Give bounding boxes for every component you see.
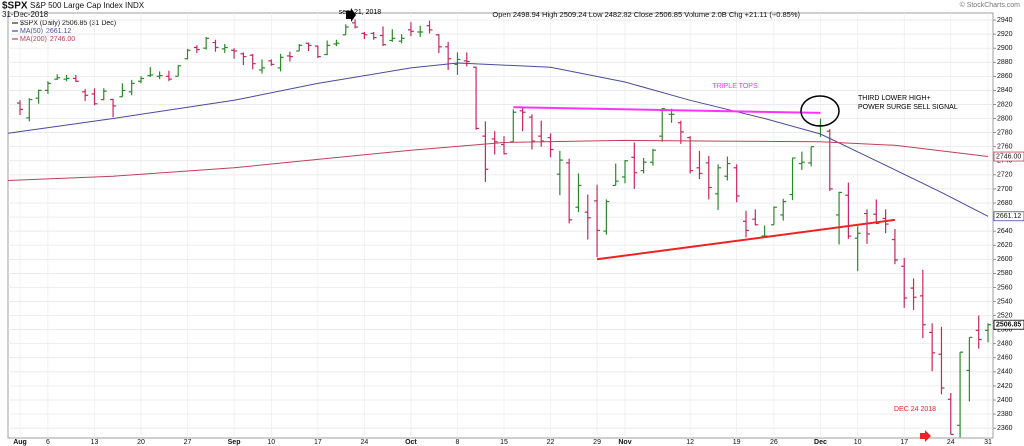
x-tick-label: 27 — [184, 439, 192, 446]
annotation: POWER SURGE SELL SIGNAL — [858, 104, 958, 111]
ma-line — [7, 139, 989, 181]
value-box-label: 2661.12 — [996, 213, 1021, 220]
annotation: THIRD LOWER HIGH+ — [858, 95, 931, 102]
legend-entry: MA(50) 2661.12 — [20, 28, 71, 35]
plot-frame — [7, 12, 994, 439]
annotation: DEC 24 2018 — [894, 406, 936, 413]
trendline — [513, 106, 821, 114]
x-tick-label: 8 — [456, 439, 460, 446]
value-box — [993, 211, 1024, 222]
y-tick-label: 2480 — [997, 341, 1013, 348]
chart-title: S&P 500 Large Cap Index INDX — [30, 1, 145, 10]
legend-name: MA(200) — [20, 36, 47, 43]
y-tick-label: 2560 — [997, 284, 1013, 291]
arrow — [920, 430, 931, 442]
y-tick-label: 2940 — [997, 17, 1013, 24]
y-tick-label: 2880 — [997, 59, 1013, 66]
x-tick-label: 15 — [500, 439, 508, 446]
legend-entry: MA(200) 2746.00 — [20, 36, 75, 43]
legend-entry: $SPX (Daily) 2506.85 (31 Dec) — [20, 20, 116, 27]
x-tick-label: 10 — [267, 439, 275, 446]
annotation: sept 21, 2018 — [339, 9, 382, 16]
ma-line — [7, 62, 989, 217]
x-tick-label: 12 — [686, 439, 694, 446]
y-tick-label: 2680 — [997, 200, 1013, 207]
y-tick-label: 2760 — [997, 144, 1013, 151]
value-box-label: 2506.85 — [996, 322, 1021, 329]
legend-value: 2746.00 — [50, 36, 75, 43]
y-tick-label: 2580 — [997, 270, 1013, 277]
y-tick-label: 2720 — [997, 172, 1013, 179]
y-tick-label: 2640 — [997, 228, 1013, 235]
x-tick-label: 29 — [593, 439, 601, 446]
value-box-label: 2746.00 — [996, 153, 1021, 160]
y-tick-label: 2800 — [997, 115, 1013, 122]
y-tick-label: 2780 — [997, 129, 1013, 136]
x-tick-label: 17 — [900, 439, 908, 446]
x-tick-label: 13 — [91, 439, 99, 446]
x-tick-label: Sep — [228, 439, 241, 446]
x-tick-label: 17 — [314, 439, 322, 446]
x-tick-label: Dec — [814, 439, 827, 446]
x-tick-label: 26 — [770, 439, 778, 446]
chart-date: 31-Dec-2018 — [2, 10, 49, 19]
y-tick-label: 2840 — [997, 87, 1013, 94]
value-box — [993, 319, 1024, 330]
overlay: sept 21, 2018 TRIPLE TOPS THIRD LOWER HIGH… — [7, 9, 989, 413]
x-tick-label: 31 — [984, 439, 992, 446]
x-tick-label: 20 — [137, 439, 145, 446]
y-tick-label: 2600 — [997, 256, 1013, 263]
y-tick-label: 2860 — [997, 73, 1013, 80]
symbol: $SPX — [2, 1, 28, 12]
x-tick-label: 24 — [947, 439, 955, 446]
y-tick-label: 2700 — [997, 186, 1013, 193]
quote: Open 2498.94 High 2509.24 Low 2482.82 Cl… — [492, 10, 800, 19]
x-tick-label: 19 — [733, 439, 741, 446]
bars — [17, 19, 991, 438]
y-tick-label: 2380 — [997, 411, 1013, 418]
annotation: TRIPLE TOPS — [712, 83, 758, 90]
y-tick-label: 2920 — [997, 31, 1013, 38]
value-box — [993, 151, 1024, 162]
y-tick-label: 2460 — [997, 355, 1013, 362]
credit: © StockCharts.com — [960, 1, 1021, 9]
x-tick-label: Oct — [405, 439, 417, 446]
y-tick-label: 2620 — [997, 242, 1013, 249]
legend-name: MA(50) — [20, 28, 43, 35]
highlight-circle — [800, 95, 840, 127]
y-tick-label: 2820 — [997, 101, 1013, 108]
trendline — [596, 218, 896, 261]
x-tick-label: 24 — [360, 439, 368, 446]
y-tick-label: 2520 — [997, 312, 1013, 319]
y-tick-label: 2420 — [997, 383, 1013, 390]
y-tick-label: 2360 — [997, 425, 1013, 432]
arrow — [346, 8, 356, 22]
x-tick-label: 22 — [547, 439, 555, 446]
legend-value: 2661.12 — [46, 28, 71, 35]
y-tick-label: 2900 — [997, 45, 1013, 52]
y-tick-label: 2540 — [997, 298, 1013, 305]
x-tick-label: 10 — [854, 439, 862, 446]
x-tick-label: 6 — [46, 439, 50, 446]
y-tick-label: 2500 — [997, 326, 1013, 333]
x-tick-label: Nov — [618, 439, 631, 446]
y-tick-label: 2440 — [997, 369, 1013, 376]
x-tick-label: Aug — [13, 439, 27, 446]
y-tick-label: 2400 — [997, 397, 1013, 404]
